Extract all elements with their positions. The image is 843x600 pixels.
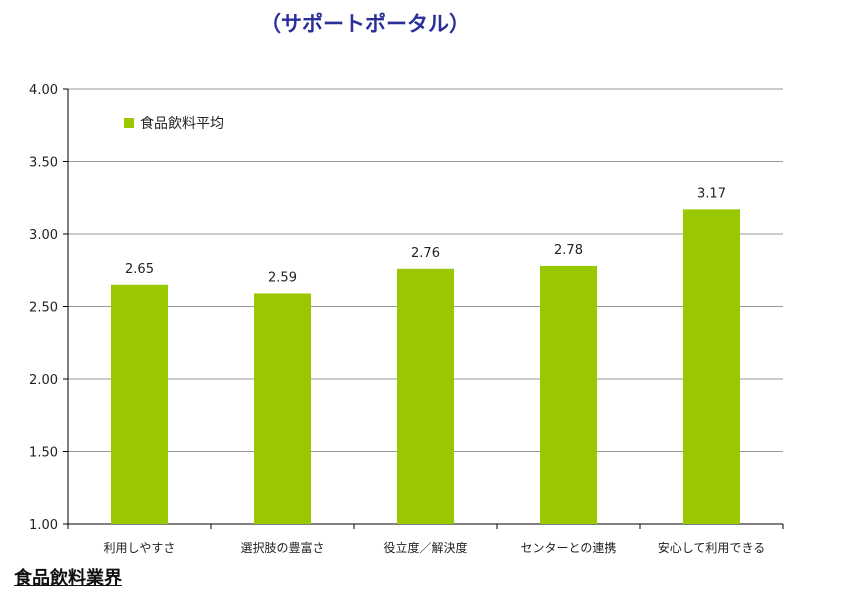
legend: 食品飲料平均 [124, 115, 224, 132]
bar [254, 293, 311, 524]
y-tick-label: 2.00 [29, 373, 58, 388]
y-tick-label: 2.50 [29, 301, 58, 316]
y-tick-label: 4.00 [29, 83, 58, 98]
data-label: 2.65 [125, 262, 154, 277]
category-label: 利用しやすさ [104, 541, 176, 555]
category-label: 役立度／解決度 [383, 540, 467, 555]
bar [683, 209, 740, 524]
bar [111, 284, 168, 524]
bars [111, 209, 740, 524]
footer-label: 食品飲料業界 [14, 568, 122, 589]
data-label: 3.17 [697, 186, 726, 201]
y-tick-label: 3.50 [29, 156, 58, 171]
legend-swatch [124, 118, 134, 128]
y-tick-label: 1.50 [29, 446, 58, 461]
data-label: 2.76 [411, 246, 440, 261]
y-tick-label: 1.00 [29, 518, 58, 533]
bar [540, 265, 597, 524]
category-label: センターとの連携 [521, 540, 617, 555]
bar [397, 268, 454, 524]
data-label: 2.59 [268, 270, 297, 285]
y-tick-label: 3.00 [29, 228, 58, 243]
category-label: 安心して利用できる [658, 540, 765, 555]
chart-title: （サポートポータル） [260, 12, 470, 36]
labels: 1.00 1.50 2.00 2.50 3.00 3.50 4.00 2.65 利用しやすさ 2.… [29, 83, 765, 555]
data-label: 2.78 [554, 243, 583, 258]
legend-label: 食品飲料平均 [140, 115, 224, 132]
category-label: 選択肢の豊富さ [240, 540, 324, 555]
